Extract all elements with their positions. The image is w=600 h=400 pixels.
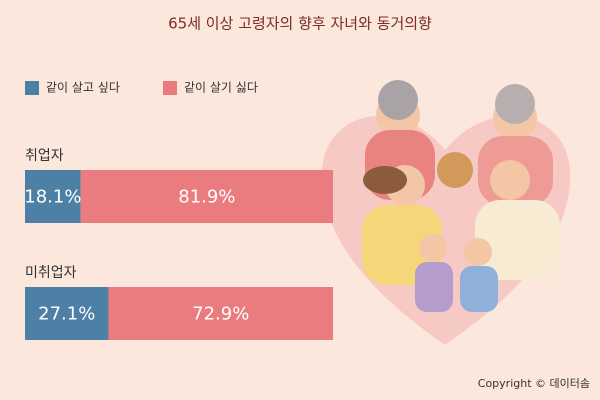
illustration [321,80,571,345]
chart-title: 65세 이상 고령자의 향후 자녀와 동거의향 [168,15,432,33]
legend-label: 같이 살기 싫다 [184,81,258,95]
legend-swatch [163,81,177,95]
value-label: 72.9% [192,304,249,325]
body [460,266,498,312]
bar-segment [108,287,333,340]
bar-segment [80,170,333,223]
bar-segment [25,170,81,223]
legend-swatch [25,81,39,95]
face [464,238,492,266]
value-label: 18.1% [24,187,81,208]
hair [495,84,535,124]
face [490,160,530,200]
hair [378,80,418,120]
dog [437,152,473,188]
copyright: Copyright © 데이터솜 [478,377,590,390]
hair [363,166,407,194]
body [475,200,560,280]
face [419,234,447,262]
category-label: 취업자 [25,148,64,164]
value-label: 27.1% [38,304,95,325]
body [415,262,453,312]
category-label: 미취업자 [25,265,77,281]
legend-label: 같이 살고 싶다 [46,81,120,95]
value-label: 81.9% [178,187,235,208]
bar-segment [25,287,109,340]
